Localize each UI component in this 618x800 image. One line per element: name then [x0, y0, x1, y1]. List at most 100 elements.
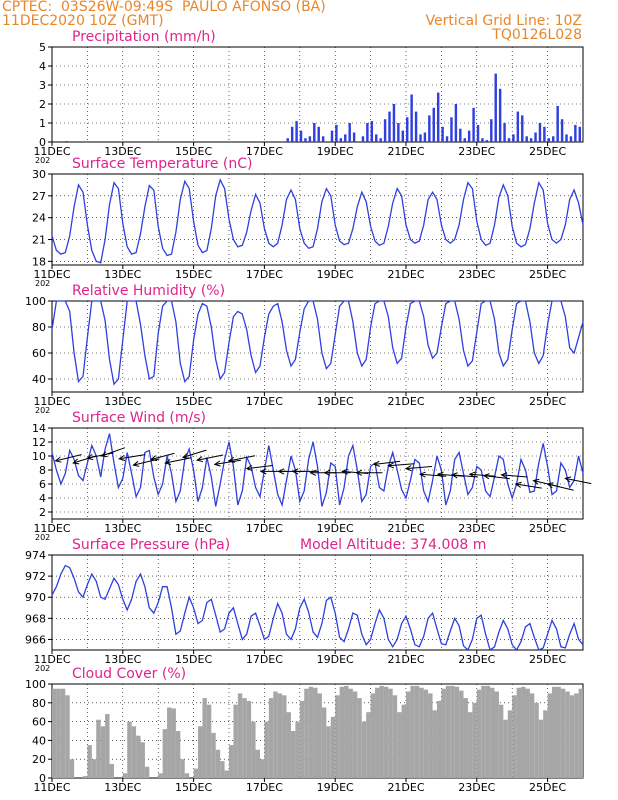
cloud-bar: [171, 708, 176, 778]
precip-bar: [494, 73, 497, 142]
x-tick-label: 25DEC: [529, 145, 566, 158]
cloud-bar: [317, 693, 322, 778]
y-tick-label: 30: [32, 168, 46, 181]
precip-bar: [366, 123, 369, 142]
cloud-bar: [290, 731, 296, 778]
cloud-bar: [299, 700, 305, 778]
wind-vector-head: [259, 468, 267, 475]
y-tick-label: 0: [39, 772, 46, 785]
cloud-bar: [383, 686, 389, 778]
precip-bar: [534, 132, 537, 142]
x-tick-label: 11DEC: [33, 522, 70, 535]
cloud-bar: [388, 688, 393, 778]
cloud-bar: [167, 707, 172, 778]
precip-bar: [348, 123, 351, 142]
cloud-bar: [251, 721, 256, 778]
x-tick-label: 25DEC: [529, 781, 566, 794]
precip-bar: [397, 123, 400, 142]
panel-title: Precipitation (mm/h): [72, 29, 216, 45]
wind-vector-head: [227, 456, 235, 463]
wind-vector-head: [546, 482, 554, 489]
cloud-bar: [246, 700, 252, 778]
precip-bar: [388, 111, 391, 142]
y-tick-label: 8: [39, 464, 46, 477]
x-tick-label: 23DEC: [458, 781, 495, 794]
cloud-bar: [273, 691, 278, 778]
x-tick-label: 25DEC: [529, 653, 566, 666]
wind-vector-head: [482, 473, 490, 480]
series-line: [51, 564, 584, 652]
y-tick-label: 974: [25, 549, 46, 562]
x-tick-label: 15DEC: [175, 145, 212, 158]
wind-vector: [388, 463, 415, 467]
precip-bar: [428, 115, 431, 142]
cloud-bar: [361, 721, 367, 778]
grid-note-header: Vertical Grid Line: 10Z: [425, 13, 582, 29]
x-tick-label: 21DEC: [387, 145, 424, 158]
y-tick-label: 1: [39, 117, 46, 130]
cloud-bar: [65, 695, 70, 778]
cloud-bar: [109, 763, 114, 778]
cloud-bar: [237, 693, 243, 778]
precip-bar: [490, 119, 493, 142]
x-tick-label: 15DEC: [175, 522, 212, 535]
cloud-bar: [441, 688, 446, 778]
wind-vector-head: [500, 472, 508, 479]
precip-bar: [352, 132, 356, 142]
wind-vector-head: [196, 456, 204, 463]
x-tick-label: 13DEC: [104, 395, 141, 408]
wind-vector: [246, 464, 273, 470]
wind-vector-head: [54, 456, 62, 463]
x-tick-label: 21DEC: [387, 522, 424, 535]
panel-0: 0 1 2 3 4 5 11DEC 13DEC 15DEC 17DEC 19DEC 21DEC 23DE…: [33, 29, 584, 165]
precip-bar: [481, 138, 484, 142]
y-tick-label: 80: [32, 697, 46, 710]
x-tick-label: 15DEC: [175, 653, 212, 666]
wind-vector: [501, 474, 528, 478]
cloud-bar: [56, 688, 61, 778]
x-tick-label: 21DEC: [387, 653, 424, 666]
wind-vector-head: [450, 472, 458, 479]
precip-bar: [321, 136, 325, 142]
cloud-bar: [348, 688, 353, 778]
cloud-bar: [578, 688, 583, 778]
y-tick-label: 968: [25, 612, 46, 625]
cloud-bar: [184, 773, 190, 778]
x-year-label: 202: [35, 664, 50, 673]
precip-bar: [401, 130, 405, 142]
panel-title: Surface Temperature (nC): [72, 156, 253, 172]
precip-bar: [383, 119, 387, 142]
y-tick-label: 10: [32, 450, 46, 463]
precip-bar: [516, 111, 520, 142]
cloud-bar: [507, 710, 513, 778]
cloud-bar: [414, 685, 420, 778]
precip-bar: [476, 124, 480, 142]
cloud-bar: [552, 686, 557, 778]
cloud-bar: [215, 749, 221, 778]
wind-vector-head: [323, 469, 331, 476]
y-tick-label: 6: [39, 478, 46, 491]
x-tick-label: 15DEC: [175, 395, 212, 408]
y-tick-label: 40: [32, 734, 46, 747]
cloud-bar: [547, 693, 553, 778]
cloud-bar: [206, 704, 212, 778]
wind-vector: [515, 483, 542, 489]
cloud-bar: [220, 761, 225, 778]
precip-bar: [445, 136, 449, 142]
run-date-header: 11DEC2020 10Z (GMT): [2, 13, 164, 29]
wind-vector-head: [291, 468, 299, 475]
cloud-bar: [375, 687, 380, 778]
x-tick-label: 11DEC: [33, 145, 70, 158]
x-tick-label: 19DEC: [317, 653, 354, 666]
wind-vector: [55, 454, 82, 462]
y-tick-label: 60: [32, 716, 46, 729]
precip-bar: [454, 104, 458, 142]
x-tick-label: 13DEC: [104, 268, 141, 281]
cloud-bar: [406, 691, 411, 778]
wind-vector-head: [213, 460, 221, 467]
cloud-bar: [304, 688, 309, 778]
wind-vector-head: [150, 455, 158, 462]
cloud-bar: [224, 770, 229, 778]
cloud-bar: [352, 691, 358, 778]
cloud-bar: [60, 688, 66, 778]
